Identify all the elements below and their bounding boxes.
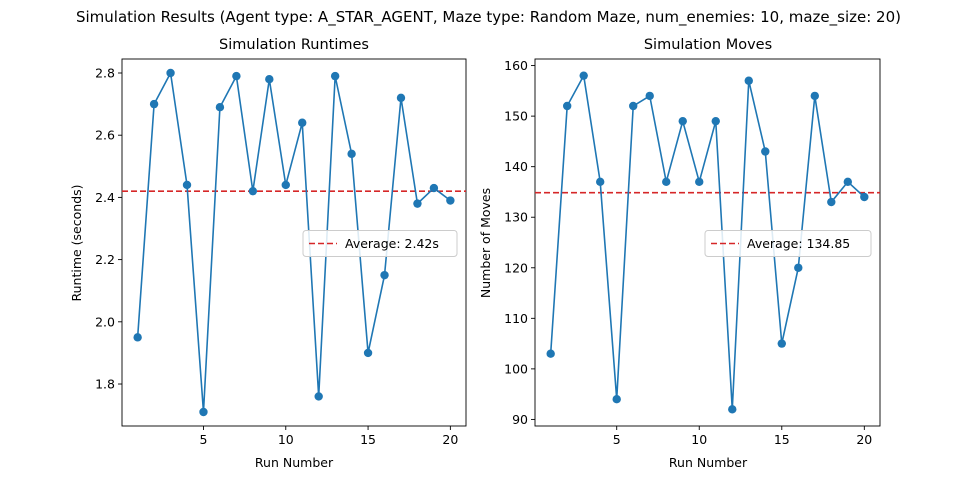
moves-y-tick-label: 90 xyxy=(512,412,528,427)
runtime-y-tick-label: 2.2 xyxy=(95,252,115,267)
runtime-legend-label: Average: 2.42s xyxy=(345,236,439,251)
moves-x-tick-label: 5 xyxy=(613,432,621,447)
runtime-x-tick-label: 20 xyxy=(442,432,458,447)
moves-data-point xyxy=(860,192,869,202)
moves-y-tick-label: 150 xyxy=(504,109,528,124)
runtime-data-point xyxy=(182,180,192,190)
moves-data-point xyxy=(827,197,836,207)
moves-chart-xlabel: Run Number xyxy=(669,455,748,470)
moves-data-point xyxy=(662,177,671,187)
runtime-data-point xyxy=(429,183,439,193)
runtime-data-point xyxy=(396,93,406,103)
moves-x-tick-label: 10 xyxy=(691,432,707,447)
moves-data-point xyxy=(596,177,605,187)
moves-y-tick-label: 160 xyxy=(504,58,528,73)
runtime-x-tick-label: 15 xyxy=(360,432,376,447)
moves-plot-frame xyxy=(534,58,881,427)
runtime-chart: Simulation Runtimes Run Number Runtime (… xyxy=(69,37,467,470)
moves-data-point xyxy=(777,339,786,348)
runtime-data-point xyxy=(413,199,422,208)
runtime-data-point xyxy=(330,71,340,81)
moves-chart-title: Simulation Moves xyxy=(644,37,772,53)
moves-data-point xyxy=(612,395,621,404)
runtime-data-point xyxy=(232,71,241,81)
runtime-data-point xyxy=(380,270,389,280)
runtime-y-tick-label: 2.0 xyxy=(95,314,115,329)
runtime-y-tick-label: 1.8 xyxy=(95,377,115,392)
runtime-data-point xyxy=(166,68,175,78)
moves-series-line xyxy=(549,74,865,411)
moves-y-tick-label: 110 xyxy=(504,311,528,326)
runtime-data-point xyxy=(199,407,208,417)
moves-data-point xyxy=(562,101,572,111)
moves-y-tick-label: 140 xyxy=(504,159,528,174)
runtime-data-point xyxy=(215,103,225,112)
runtime-data-point xyxy=(446,196,455,205)
moves-legend-box xyxy=(704,230,872,257)
moves-data-point xyxy=(761,147,770,156)
runtime-data-point xyxy=(347,149,356,159)
runtime-y-tick-label: 2.4 xyxy=(95,190,115,205)
moves-data-point xyxy=(728,405,737,414)
moves-chart: Simulation Moves Run Number Number of Mo… xyxy=(478,37,881,470)
moves-data-point xyxy=(843,177,853,187)
moves-data-point xyxy=(794,263,803,272)
runtime-chart-xlabel: Run Number xyxy=(255,455,334,470)
moves-x-tick-label: 15 xyxy=(774,432,790,447)
figure-suptitle: Simulation Results (Agent type: A_STAR_A… xyxy=(76,8,901,27)
runtime-data-point xyxy=(281,180,290,190)
runtime-data-point xyxy=(133,333,142,342)
runtime-data-point xyxy=(298,118,307,127)
runtime-data-point xyxy=(265,75,274,84)
runtime-data-point xyxy=(248,186,258,196)
runtime-data-point xyxy=(314,392,323,401)
moves-data-point xyxy=(810,91,819,101)
runtime-legend-box xyxy=(302,230,458,257)
runtime-chart-title: Simulation Runtimes xyxy=(219,37,369,53)
moves-data-point xyxy=(744,76,753,85)
runtime-x-tick-label: 10 xyxy=(278,432,294,447)
moves-legend-label: Average: 134.85 xyxy=(747,236,850,251)
moves-x-tick-label: 20 xyxy=(856,432,872,447)
moves-data-point xyxy=(711,116,720,126)
runtime-y-tick-label: 2.6 xyxy=(95,128,115,143)
moves-chart-ylabel: Number of Moves xyxy=(478,188,493,298)
moves-y-tick-label: 120 xyxy=(504,260,528,275)
moves-data-point xyxy=(579,71,588,80)
moves-data-point xyxy=(546,349,555,358)
runtime-plot-frame xyxy=(121,58,467,427)
moves-data-point xyxy=(645,91,654,101)
runtime-x-tick-label: 5 xyxy=(199,432,207,447)
runtime-y-tick-label: 2.8 xyxy=(95,65,115,80)
runtime-series-line xyxy=(136,72,451,413)
moves-data-point xyxy=(678,116,687,126)
moves-y-tick-label: 130 xyxy=(504,210,528,225)
runtime-chart-ylabel: Runtime (seconds) xyxy=(69,184,84,301)
moves-y-tick-label: 100 xyxy=(504,361,528,376)
moves-data-point xyxy=(695,177,704,187)
moves-data-point xyxy=(629,101,638,111)
runtime-data-point xyxy=(363,348,373,358)
runtime-data-point xyxy=(149,99,159,109)
